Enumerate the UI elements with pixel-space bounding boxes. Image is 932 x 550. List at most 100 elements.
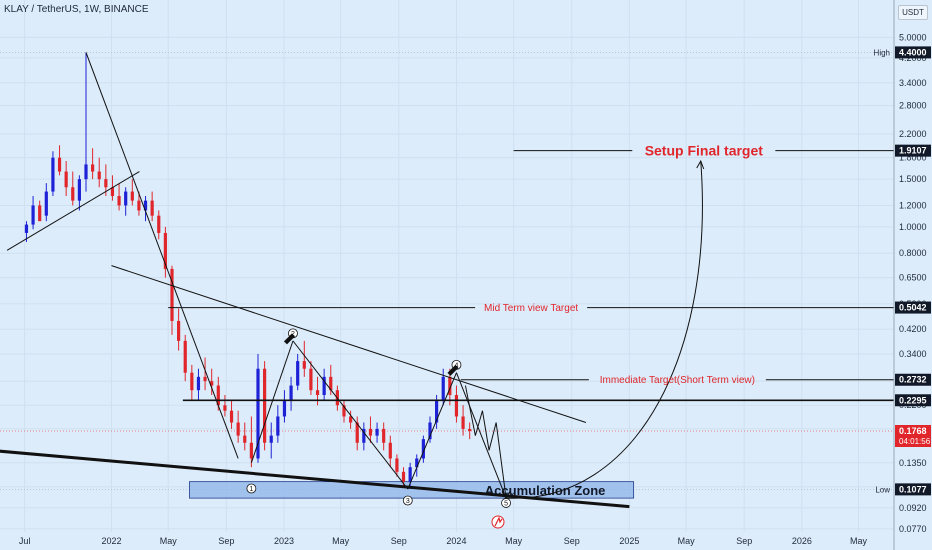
candle-body[interactable] xyxy=(355,422,359,443)
candle-body[interactable] xyxy=(448,376,452,396)
candle-body[interactable] xyxy=(44,191,48,216)
candle-body[interactable] xyxy=(71,187,75,201)
price-tag-label: High xyxy=(874,48,890,57)
time-tick-label: May xyxy=(332,536,350,546)
candle-body[interactable] xyxy=(315,390,320,396)
candle-body[interactable] xyxy=(269,435,273,443)
candle-body[interactable] xyxy=(223,405,227,411)
wave-marker[interactable] xyxy=(402,495,413,506)
candle-body[interactable] xyxy=(349,416,353,423)
wave-marker[interactable] xyxy=(246,483,257,494)
price-label-box[interactable] xyxy=(895,46,931,59)
candle-body[interactable] xyxy=(468,428,472,431)
candle-body[interactable] xyxy=(110,187,115,197)
candle-body[interactable] xyxy=(183,340,187,373)
candle-body[interactable] xyxy=(435,400,439,423)
candle-body[interactable] xyxy=(104,179,108,188)
candle-body[interactable] xyxy=(210,381,214,386)
candle-body[interactable] xyxy=(322,376,326,396)
candle-body[interactable] xyxy=(362,428,366,443)
trendline[interactable] xyxy=(250,340,294,463)
candle-body[interactable] xyxy=(196,376,201,391)
candle-body[interactable] xyxy=(38,205,42,222)
candle-body[interactable] xyxy=(163,232,167,269)
price-label-box[interactable] xyxy=(895,394,931,407)
projection-curve[interactable] xyxy=(506,160,703,499)
price-label-box[interactable] xyxy=(895,373,931,386)
candle-body[interactable] xyxy=(256,368,260,459)
current-price-box[interactable] xyxy=(895,424,931,447)
candle-body[interactable] xyxy=(368,428,373,436)
price-tick-label: 0.0770 xyxy=(899,524,927,534)
candle-body[interactable] xyxy=(177,320,181,341)
trendline[interactable] xyxy=(407,372,457,490)
trendline[interactable] xyxy=(0,449,630,509)
candle-body[interactable] xyxy=(57,157,62,172)
candle-body[interactable] xyxy=(309,368,313,391)
candle-body[interactable] xyxy=(415,458,419,468)
candle-body[interactable] xyxy=(408,467,412,482)
candle-body[interactable] xyxy=(84,164,88,180)
candle-body[interactable] xyxy=(190,372,194,391)
currency-button[interactable]: USDT xyxy=(898,5,928,20)
candle-body[interactable] xyxy=(51,157,55,192)
price-tick-label: 3.4000 xyxy=(899,78,927,88)
wave-marker[interactable] xyxy=(501,498,511,508)
candle-body[interactable] xyxy=(137,200,141,211)
candle-body[interactable] xyxy=(421,439,425,459)
candle-body[interactable] xyxy=(157,215,161,233)
candle-body[interactable] xyxy=(388,442,392,459)
accumulation-zone-group: Accumulation Zone xyxy=(189,481,635,499)
trendline[interactable] xyxy=(292,340,409,490)
candle-body[interactable] xyxy=(97,171,101,180)
price-label-box[interactable] xyxy=(895,144,931,157)
candle-body[interactable] xyxy=(124,191,128,206)
projection-path[interactable] xyxy=(464,385,507,499)
candle-body[interactable] xyxy=(91,164,95,172)
price-tick-label: 2.2000 xyxy=(899,129,927,139)
candle-body[interactable] xyxy=(229,410,234,423)
candle-body[interactable] xyxy=(64,171,68,188)
candle-body[interactable] xyxy=(329,376,333,391)
candle-body[interactable] xyxy=(117,196,121,206)
trendline[interactable] xyxy=(6,171,140,251)
candle-body[interactable] xyxy=(31,205,35,225)
candle-body[interactable] xyxy=(276,416,280,436)
candle-body[interactable] xyxy=(302,361,306,369)
candle-body[interactable] xyxy=(236,422,240,436)
plot-area[interactable] xyxy=(0,0,894,550)
candle-body[interactable] xyxy=(24,224,29,233)
candle-body[interactable] xyxy=(428,422,432,440)
time-axis[interactable]: Jul 2022 May Sep 2023 May Sep 2024 May Sep 2025 May… xyxy=(19,536,868,546)
projection-arrow-icon xyxy=(696,159,705,170)
candle-body[interactable] xyxy=(289,385,293,401)
candle-body[interactable] xyxy=(454,395,459,417)
price-label-box[interactable] xyxy=(895,483,931,496)
candle-body[interactable] xyxy=(382,428,386,443)
price-label-box[interactable] xyxy=(895,301,931,314)
trendline[interactable] xyxy=(111,265,587,423)
candle-body[interactable] xyxy=(441,376,445,401)
candle-body[interactable] xyxy=(461,416,465,429)
candle-body[interactable] xyxy=(243,435,247,443)
candle-body[interactable] xyxy=(296,361,300,386)
trendline[interactable] xyxy=(85,52,239,459)
time-tick-label: 2025 xyxy=(619,536,639,546)
candle-body[interactable] xyxy=(395,458,399,472)
candle-body[interactable] xyxy=(216,385,220,406)
candle-body[interactable] xyxy=(170,268,174,321)
price-label-value: 0.1077 xyxy=(899,484,927,494)
candle-body[interactable] xyxy=(249,442,253,459)
candle-body[interactable] xyxy=(130,191,134,201)
candle-body[interactable] xyxy=(342,405,346,417)
candle-body[interactable] xyxy=(401,471,406,482)
candle-body[interactable] xyxy=(143,200,148,211)
candle-body[interactable] xyxy=(203,376,207,382)
candle-body[interactable] xyxy=(77,179,81,201)
candle-body[interactable] xyxy=(263,368,267,443)
candle-body[interactable] xyxy=(375,428,379,436)
candle-body[interactable] xyxy=(282,400,287,417)
candle-body[interactable] xyxy=(150,200,154,216)
trendline[interactable] xyxy=(455,372,507,499)
